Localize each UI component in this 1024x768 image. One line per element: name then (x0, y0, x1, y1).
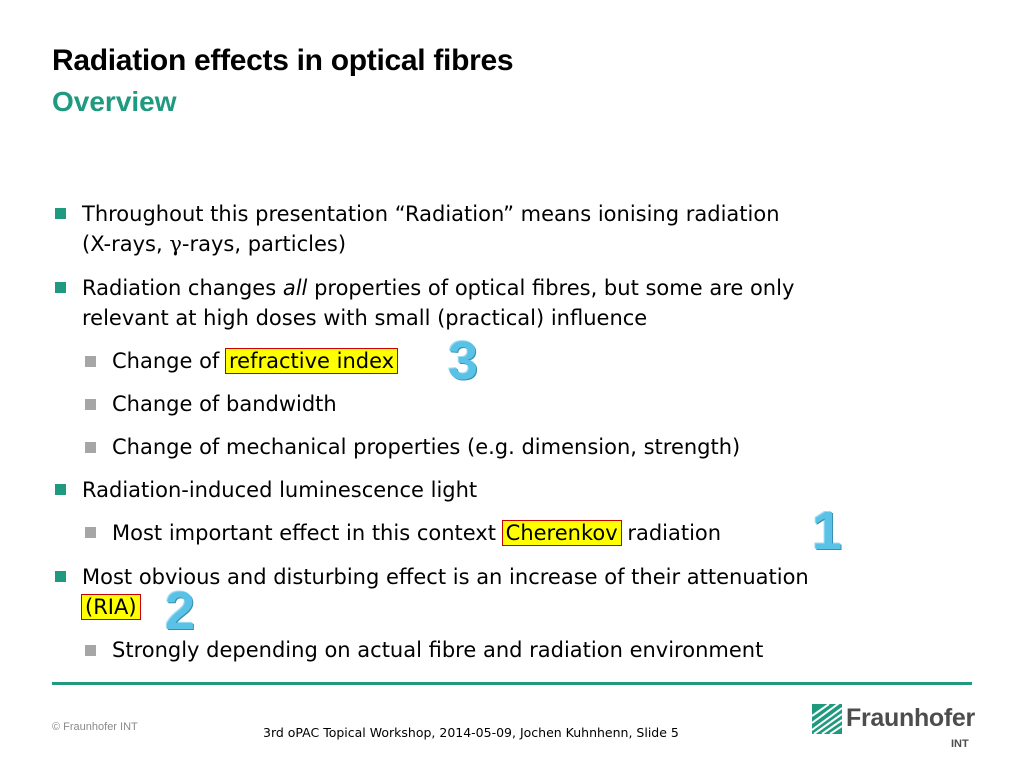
bullet-4-sub-1: Strongly depending on actual fibre and r… (112, 638, 764, 662)
bullet-2-sub-2: Change of bandwidth (112, 392, 337, 416)
slide-content: Throughout this presentation “Radiation”… (55, 202, 843, 662)
sub-bullet-marker (85, 399, 96, 410)
emphasis-all: all (282, 276, 308, 300)
bullet-3-line-1: Radiation-induced luminescence light (82, 478, 478, 502)
highlight-ria: (RIA) (81, 594, 141, 620)
bullet-2-sub-3: Change of mechanical properties (e.g. di… (112, 435, 741, 459)
footer-divider (52, 682, 972, 685)
annotation-number-3: 3 (448, 331, 479, 391)
annotation-number-1: 1 (812, 501, 843, 561)
bullet-2-line-2: relevant at high doses with small (pract… (82, 306, 648, 330)
fraunhofer-logo: Fraunhofer INT (812, 702, 977, 754)
slide-subtitle: Overview (52, 86, 177, 117)
logo-name: Fraunhofer (846, 704, 975, 732)
bullet-marker (55, 484, 66, 495)
sub-bullet-marker (85, 645, 96, 656)
bullet-marker (55, 208, 66, 219)
bullet-marker (55, 282, 66, 293)
bullet-4-line-1: Most obvious and disturbing effect is an… (82, 565, 809, 589)
bullet-1-line-2: (X-rays, γ-rays, particles) (82, 232, 347, 256)
bullet-4-line-2: (RIA) (81, 592, 141, 622)
bullet-3-sub-1: Most important effect in this context Ch… (112, 520, 722, 546)
footer-info: 3rd oPAC Topical Workshop, 2014-05-09, J… (263, 725, 679, 740)
bullet-2-line-1: Radiation changes all properties of opti… (82, 276, 795, 300)
bullet-2-sub-1: Change of refractive index (112, 346, 399, 376)
gamma-symbol: γ (169, 232, 182, 256)
highlight-refractive-index: refractive index (224, 348, 399, 374)
logo-sub: INT (951, 738, 969, 750)
bullet-marker (55, 571, 66, 582)
copyright-notice: © Fraunhofer INT (52, 721, 138, 733)
sub-bullet-marker (85, 356, 96, 367)
sub-bullet-marker (85, 442, 96, 453)
sub-bullet-marker (85, 527, 96, 538)
bullet-1-line-1: Throughout this presentation “Radiation”… (82, 202, 780, 226)
highlight-cherenkov: Cherenkov (501, 520, 622, 546)
slide-title: Radiation effects in optical fibres (52, 44, 514, 77)
fraunhofer-logo-icon (812, 704, 842, 734)
annotation-number-2: 2 (165, 581, 196, 641)
